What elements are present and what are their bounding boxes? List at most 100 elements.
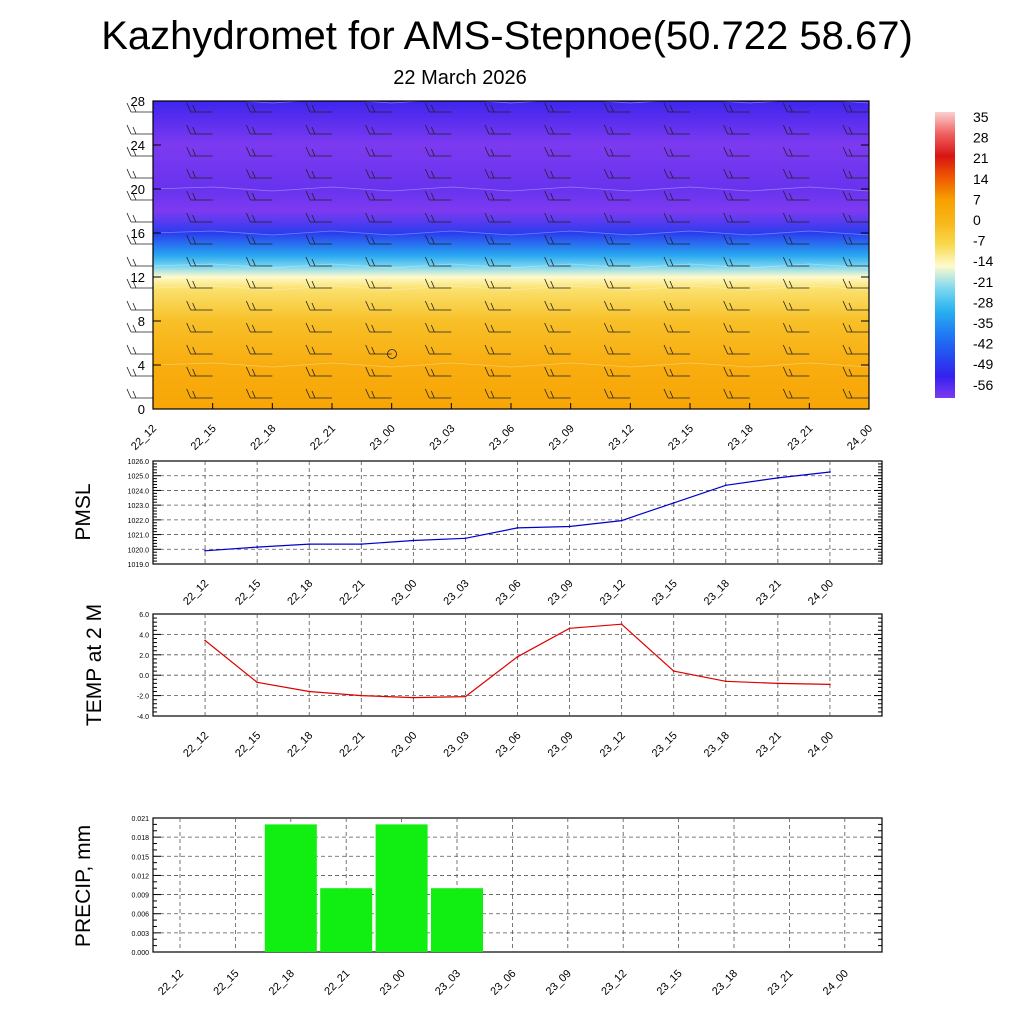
barb-feather	[126, 124, 132, 135]
barb-feather	[305, 278, 311, 289]
wind-barb	[484, 124, 511, 135]
precip-x-tick-label: 22_12	[156, 968, 186, 998]
barb-feather	[365, 256, 371, 267]
barb-feather	[430, 126, 435, 135]
barb-feather	[669, 324, 674, 333]
temp-x-tick-label: 24_00	[806, 730, 836, 760]
barb-feather	[609, 236, 614, 245]
wind-barb	[723, 256, 750, 267]
barb-feather	[663, 256, 669, 267]
wind-barb	[723, 344, 750, 355]
heatmap-x-tick-label: 22_15	[189, 423, 219, 453]
barb-feather	[788, 390, 793, 399]
barb-feather	[848, 236, 853, 245]
colorbar-label: -21	[973, 274, 993, 290]
wind-barb	[424, 124, 452, 135]
temperature-colorbar: 35 28 21 14 7 0 -7 -14 -21 -28 -35 -42 -49 -56	[935, 109, 993, 398]
wind-barb	[663, 146, 690, 157]
wind-barb	[126, 322, 153, 333]
wind-barb	[544, 146, 571, 157]
barb-feather	[245, 168, 251, 179]
wind-barb	[365, 300, 392, 311]
barb-feather	[132, 346, 137, 355]
wind-barb	[305, 344, 332, 355]
pmsl-x-tick-label: 22_21	[337, 578, 367, 608]
barb-feather	[842, 124, 848, 135]
wind-barb	[603, 124, 631, 135]
wind-barb	[842, 322, 869, 333]
barb-feather	[371, 302, 376, 311]
pmsl-data-point	[672, 502, 675, 504]
barb-feather	[842, 300, 848, 311]
barb-feather	[430, 236, 435, 245]
wind-barb	[842, 146, 869, 157]
barb-feather	[371, 236, 376, 245]
heatmap-fill	[153, 101, 869, 409]
precip-y-tick-label: 0.012	[131, 873, 149, 880]
barb-feather	[251, 104, 256, 113]
wind-barb	[365, 366, 392, 377]
pmsl-y-tick-label: 1024.0	[128, 488, 150, 495]
barb-feather	[723, 190, 729, 201]
barb-feather	[729, 258, 734, 267]
barb-feather	[723, 124, 729, 135]
barb-feather	[424, 234, 430, 245]
barb-feather	[550, 280, 555, 289]
wind-barb	[544, 366, 571, 377]
barb-feather	[669, 346, 674, 355]
colorbar-label: 14	[973, 171, 989, 187]
pmsl-data-point	[204, 549, 206, 552]
barb-feather	[788, 258, 793, 267]
barb-feather	[788, 280, 793, 289]
barb-feather	[490, 148, 495, 157]
wind-barb	[186, 102, 213, 113]
precip-x-tick-label: 23_03	[433, 968, 463, 998]
barb-feather	[186, 278, 192, 289]
barb-feather	[788, 170, 793, 179]
barb-feather	[603, 234, 609, 245]
barb-feather	[126, 344, 132, 355]
wind-barb	[663, 256, 690, 267]
barb-feather	[192, 192, 197, 201]
wind-barb	[245, 234, 273, 245]
barb-feather	[609, 280, 614, 289]
barb-feather	[723, 278, 729, 289]
barb-feather	[782, 146, 788, 157]
wind-barb	[186, 388, 213, 399]
barb-feather	[788, 214, 793, 223]
wind-barb	[126, 212, 153, 223]
barb-feather	[192, 324, 197, 333]
barb-feather	[848, 346, 853, 355]
wind-barb	[484, 234, 511, 245]
wind-barb	[305, 300, 332, 311]
barb-feather	[311, 170, 316, 179]
wind-barb	[365, 124, 392, 135]
wind-barb	[544, 234, 571, 245]
barb-feather	[723, 344, 729, 355]
barb-feather	[311, 148, 316, 157]
barb-feather	[848, 368, 853, 377]
wind-barb	[186, 300, 213, 311]
barb-feather	[484, 388, 490, 399]
heatmap-y-tick-label: 4	[138, 358, 145, 373]
barb-feather	[490, 104, 495, 113]
precip-x-tick-label: 23_15	[655, 968, 685, 998]
barb-feather	[251, 346, 256, 355]
wind-barb	[603, 146, 631, 157]
wind-barb	[544, 344, 571, 355]
barb-feather	[550, 368, 555, 377]
barb-feather	[365, 212, 371, 223]
barb-feather	[132, 148, 137, 157]
heatmap-y-tick-label: 12	[131, 270, 145, 285]
barb-feather	[192, 126, 197, 135]
wind-barb	[186, 278, 213, 289]
precip-y-tick-label: 0.018	[131, 835, 149, 842]
wind-barb	[126, 168, 153, 179]
barb-feather	[729, 170, 734, 179]
barb-feather	[729, 368, 734, 377]
barb-feather	[603, 366, 609, 377]
barb-feather	[365, 344, 371, 355]
barb-feather	[251, 390, 256, 399]
barb-feather	[311, 368, 316, 377]
temp-data-point	[724, 680, 727, 683]
